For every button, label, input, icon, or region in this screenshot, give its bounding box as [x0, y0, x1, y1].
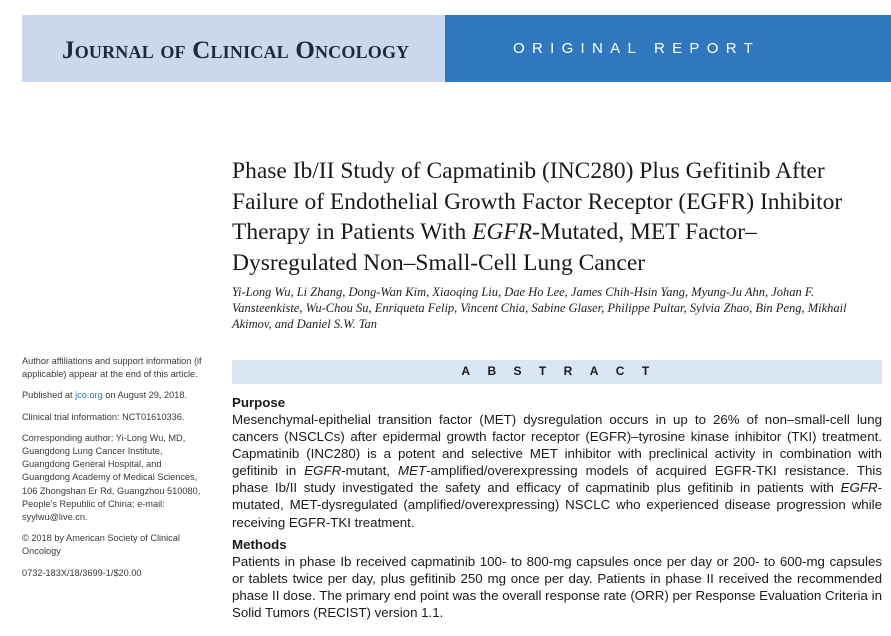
report-type-label: ORIGINAL REPORT: [513, 40, 761, 57]
journal-website-link[interactable]: jco.org: [75, 390, 103, 401]
abstract-label: ABSTRACT: [461, 364, 667, 378]
title-part-1: Phase Ib/II Study of Capmatinib (INC280)…: [232, 158, 843, 245]
article-info-sidebar: Author affiliations and support informat…: [22, 355, 208, 588]
published-info: Published at jco.org on August 29, 2018.: [22, 390, 187, 401]
doi-code: 0732-183X/18/3699-1/$20.00: [22, 567, 142, 578]
article-title: Phase Ib/II Study of Capmatinib (INC280)…: [232, 156, 882, 278]
methods-heading: Methods: [232, 536, 287, 552]
purpose-text: Mesenchymal-epithelial transition factor…: [232, 412, 883, 530]
abstract-body: Purpose Mesenchymal-epithelial transitio…: [232, 395, 882, 627]
clinical-trial-info: Clinical trial information: NCT01610336.: [22, 411, 185, 422]
journal-name: Journal of Clinical Oncology: [62, 37, 410, 64]
purpose-heading: Purpose: [232, 395, 286, 410]
copyright-notice: © 2018 by American Society of Clinical O…: [22, 533, 180, 557]
abstract-header-bar: ABSTRACT: [232, 360, 882, 384]
methods-text: Patients in phase Ib received capmatinib…: [232, 553, 882, 620]
affiliations-note: Author affiliations and support informat…: [22, 356, 202, 380]
corresponding-author: Corresponding author: Yi-Long Wu, MD, Gu…: [22, 432, 201, 523]
author-list: Yi-Long Wu, Li Zhang, Dong-Wan Kim, Xiao…: [232, 285, 847, 331]
title-italic-gene: EGFR: [472, 219, 533, 245]
journal-header-banner: Journal of Clinical Oncology: [22, 15, 445, 82]
title-part-2: -Mutated, MET Factor–Dysregulated Non–Sm…: [232, 219, 757, 276]
report-type-banner: ORIGINAL REPORT: [445, 15, 891, 82]
